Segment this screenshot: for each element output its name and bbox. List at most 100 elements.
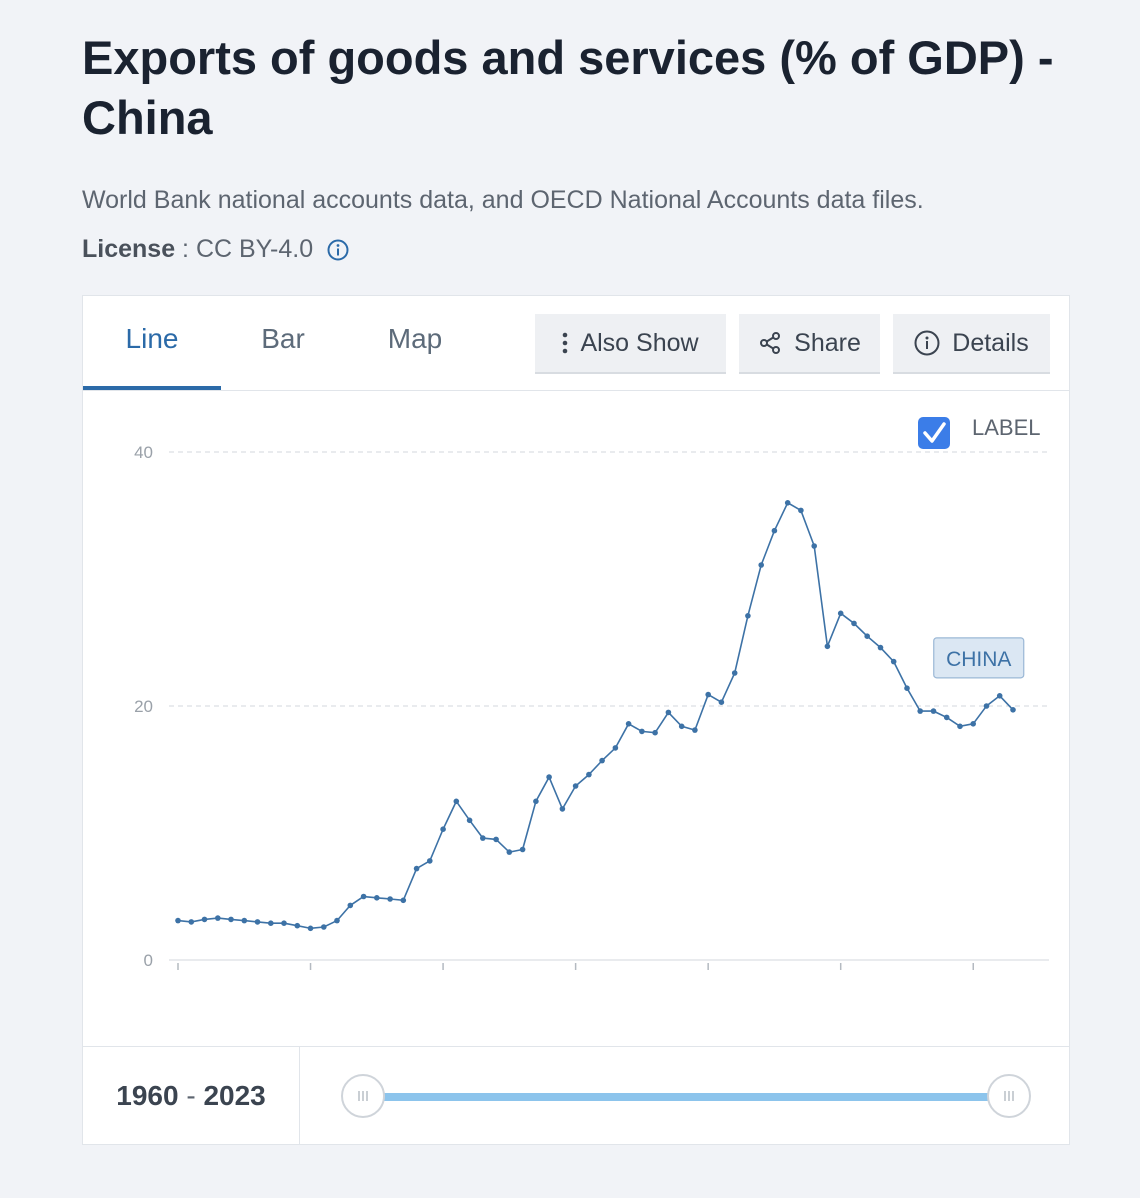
axis-ticks: 0 20 40	[134, 443, 974, 970]
slider-handle-end[interactable]	[987, 1074, 1031, 1118]
data-point	[546, 774, 552, 780]
tab-line[interactable]: Line	[83, 296, 221, 390]
range-separator: -	[178, 1080, 204, 1111]
range-start: 1960	[116, 1080, 179, 1111]
data-point	[201, 916, 208, 923]
y-tick-label: 0	[144, 951, 153, 970]
data-point	[493, 836, 499, 843]
data-point	[506, 849, 513, 855]
data-point	[519, 846, 526, 853]
data-point	[533, 798, 539, 805]
more-vertical-icon	[563, 332, 568, 354]
data-point	[1010, 707, 1016, 713]
data-point	[784, 500, 791, 506]
data-point	[599, 757, 605, 764]
data-point	[917, 708, 923, 714]
label-toggle[interactable]: LABEL	[918, 415, 1041, 449]
data-point	[334, 917, 340, 924]
data-point	[612, 745, 619, 751]
data-point	[665, 709, 672, 716]
data-point	[466, 817, 473, 824]
data-point	[374, 895, 380, 901]
data-point	[943, 714, 950, 721]
data-point	[705, 691, 711, 698]
data-point	[241, 917, 248, 924]
data-point	[387, 896, 393, 902]
label-toggle-text: LABEL	[972, 415, 1041, 440]
data-point	[228, 916, 234, 923]
also-show-button[interactable]: Also Show	[535, 314, 726, 374]
year-range-footer: 1960 - 2023	[83, 1046, 1069, 1145]
data-point	[360, 893, 367, 900]
data-point	[957, 723, 963, 730]
details-label: Details	[952, 328, 1029, 357]
line-chart: 0 20 40 CHINA LABEL	[134, 415, 1049, 970]
data-point	[294, 922, 301, 929]
data-point	[480, 835, 486, 841]
data-point	[864, 633, 870, 639]
range-end: 2023	[203, 1080, 266, 1111]
series-label-box	[933, 637, 1025, 679]
data-point	[877, 644, 884, 651]
share-label: Share	[794, 328, 861, 357]
y-tick-label: 20	[134, 697, 153, 716]
checkmark-icon	[923, 422, 946, 443]
data-point	[837, 610, 844, 617]
data-point	[824, 643, 831, 650]
data-point	[254, 919, 261, 925]
data-point	[996, 693, 1003, 699]
data-point	[347, 902, 354, 909]
year-slider-track[interactable]	[363, 1093, 1009, 1101]
series-label: CHINA	[933, 637, 1025, 679]
data-point	[586, 771, 592, 778]
share-icon	[760, 332, 781, 354]
data-point	[175, 917, 181, 924]
series-label-text: CHINA	[946, 648, 1011, 671]
data-point	[745, 613, 751, 619]
data-point	[851, 620, 857, 627]
data-point	[731, 670, 738, 676]
license-row: License : CC BY-4.0	[82, 235, 349, 264]
data-point	[771, 527, 778, 534]
data-point	[440, 826, 446, 832]
data-point	[281, 920, 287, 926]
data-point	[983, 703, 990, 709]
label-checkbox[interactable]	[918, 417, 950, 449]
data-point	[652, 729, 658, 736]
license-label: License	[82, 235, 176, 263]
grip-icon	[358, 1091, 368, 1101]
page-title: Exports of goods and services (% of GDP)…	[82, 31, 1054, 144]
data-point	[678, 723, 685, 730]
tab-map[interactable]: Map	[387, 323, 443, 354]
grip-icon	[1004, 1091, 1014, 1101]
chart-tabs: Line Bar Map Also Show Share Details	[83, 296, 1069, 391]
year-range-label: 1960 - 2023	[83, 1047, 300, 1145]
data-point	[798, 507, 804, 514]
series-line-path	[177, 501, 1014, 930]
data-point	[639, 728, 645, 735]
info-circle-icon	[914, 330, 940, 356]
data-point	[427, 858, 433, 864]
data-point	[625, 721, 632, 727]
data-point	[307, 925, 314, 932]
details-button[interactable]: Details	[893, 314, 1050, 374]
data-point	[321, 924, 327, 930]
data-point	[758, 562, 764, 568]
data-point	[453, 798, 460, 805]
grid-lines	[169, 451, 1049, 961]
data-point	[400, 897, 407, 904]
data-point	[692, 727, 698, 733]
license-separator: :	[175, 235, 196, 263]
data-point	[413, 865, 420, 872]
data-point	[188, 919, 195, 925]
share-button[interactable]: Share	[739, 314, 880, 374]
slider-handle-start[interactable]	[341, 1074, 385, 1118]
data-point	[970, 721, 976, 727]
data-point	[890, 658, 897, 665]
info-icon[interactable]	[327, 239, 349, 261]
tab-bar[interactable]: Bar	[261, 323, 305, 354]
data-point	[811, 543, 817, 549]
data-point	[268, 920, 274, 926]
data-point	[559, 806, 566, 812]
series-points	[175, 500, 1016, 932]
